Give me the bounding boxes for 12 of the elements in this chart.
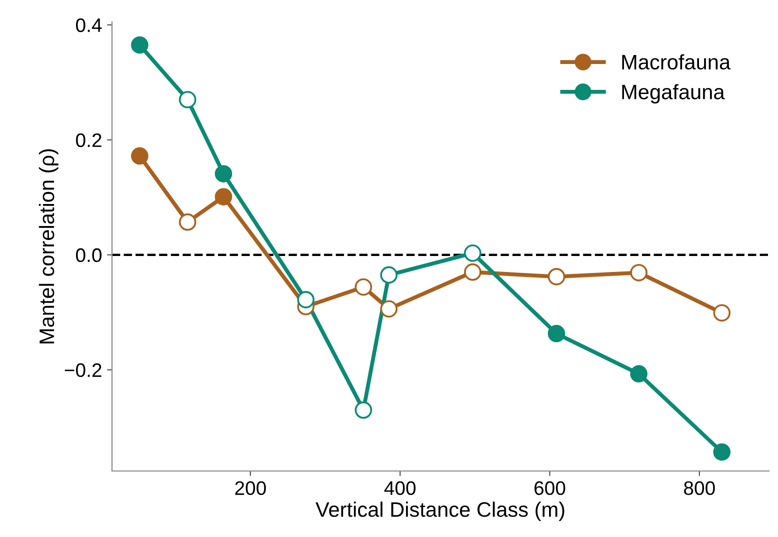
x-axis-title: Vertical Distance Class (m)	[316, 502, 564, 522]
y-tick-label: 0.0	[76, 248, 102, 262]
y-tick-label: 0.2	[76, 133, 102, 148]
x-tick-label: 600	[534, 481, 566, 496]
y-axis-title: Mantel correlation (ρ)	[38, 149, 58, 344]
legend-label: Megafauna	[622, 84, 725, 104]
y-tick-label: 0.4	[76, 18, 102, 32]
x-tick-label: 400	[384, 481, 416, 496]
x-tick-label: 800	[684, 481, 715, 496]
y-tick-label: −0.2	[64, 363, 102, 378]
legend-label: Macrofauna	[622, 54, 731, 70]
x-tick-label: 200	[235, 481, 266, 496]
